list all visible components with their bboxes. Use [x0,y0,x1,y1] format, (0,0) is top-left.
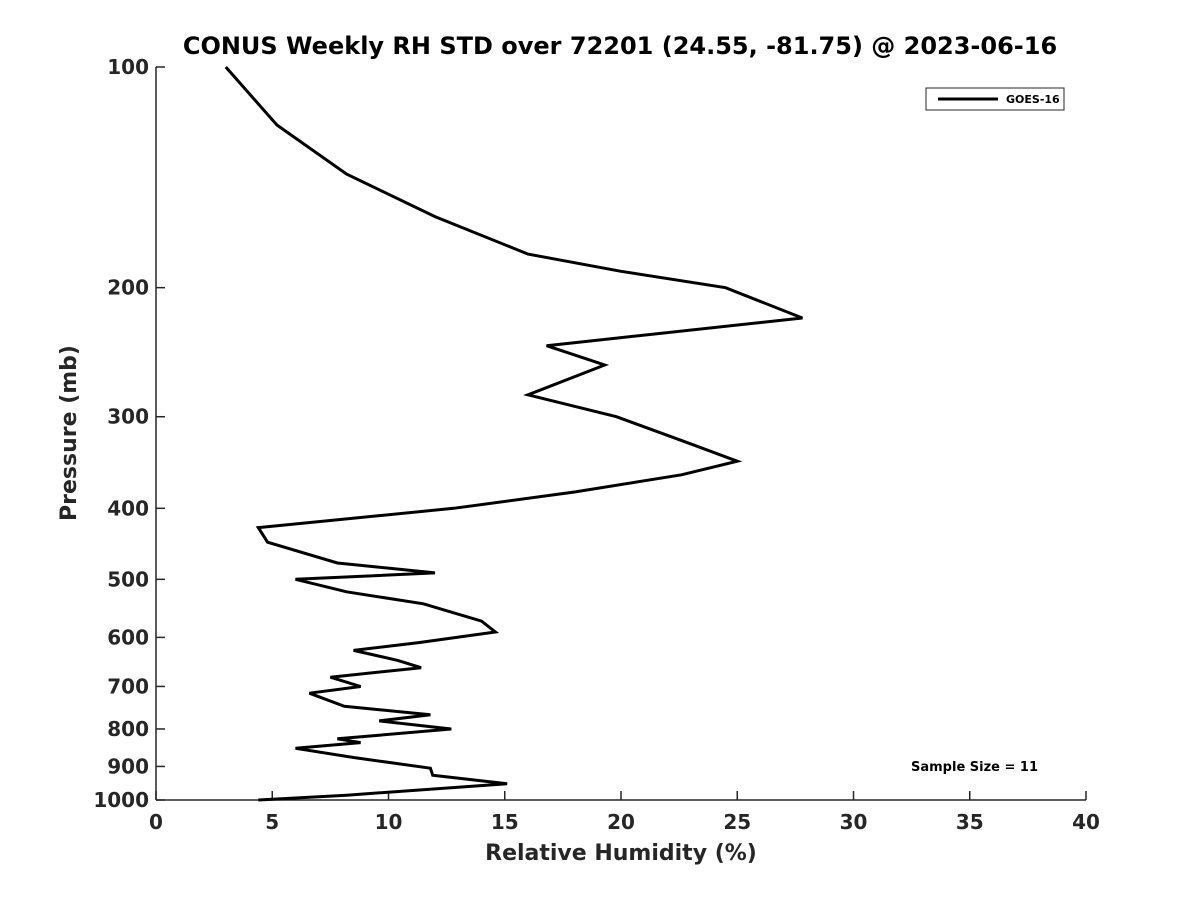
series-line-goes-16 [224,66,803,802]
y-tick-label: 700 [107,674,149,698]
y-tick-label: 800 [107,717,149,741]
y-ticks: 100 200 300 400 500 600 700 800 900 1000 [93,55,165,812]
x-ticks: 0 5 10 15 20 25 30 35 40 [149,791,1100,834]
y-tick-label: 200 [107,276,149,300]
x-tick-label: 15 [491,810,519,834]
x-axis-label: Relative Humidity (%) [485,841,757,866]
x-tick-label: 35 [956,810,984,834]
legend-label-goes-16: GOES-16 [1006,93,1060,106]
y-axis-label: Pressure (mb) [57,345,82,521]
y-tick-label: 300 [107,405,149,429]
y-tick-label: 900 [107,754,149,778]
y-tick-label: 600 [107,625,149,649]
x-tick-label: 40 [1072,810,1100,834]
x-tick-label: 10 [375,810,403,834]
y-tick-label: 400 [107,496,149,520]
x-tick-label: 5 [265,810,279,834]
sample-size-annotation: Sample Size = 11 [911,760,1038,775]
x-tick-label: 30 [840,810,868,834]
x-tick-label: 25 [723,810,751,834]
y-tick-label: 1000 [93,788,149,812]
y-tick-label: 500 [107,567,149,591]
y-tick-label: 100 [107,55,149,79]
x-tick-label: 0 [149,810,163,834]
legend: GOES-16 [925,87,1065,111]
axes [155,67,1086,801]
chart-title: CONUS Weekly RH STD over 72201 (24.55, -… [183,32,1057,60]
x-tick-label: 20 [607,810,635,834]
